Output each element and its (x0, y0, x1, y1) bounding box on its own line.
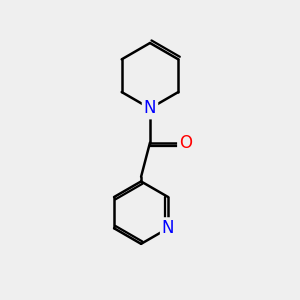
Text: O: O (179, 134, 192, 152)
Text: N: N (144, 99, 156, 117)
Text: N: N (162, 219, 174, 237)
